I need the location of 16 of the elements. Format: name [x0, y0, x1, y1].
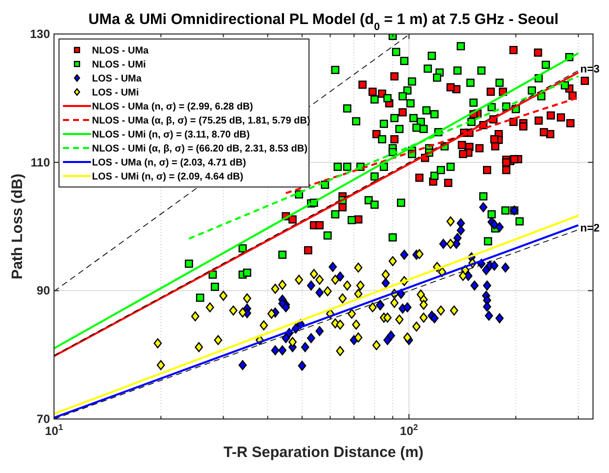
legend-label: NLOS - UMa (n, σ) = (2.99, 6.28 dB) [92, 102, 254, 112]
legend-label: NLOS - UMa [92, 46, 150, 56]
legend-label: LOS - UMi (n, σ) = (2.09, 4.64 dB) [92, 172, 244, 182]
legend-label: LOS - UMa (n, σ) = (2.03, 4.71 dB) [92, 158, 246, 168]
legend-label: NLOS - UMi (α, β, σ) = (66.20 dB, 2.31, 8.53 dB) [92, 144, 308, 154]
x-axis-title: T-R Separation Distance (m) [223, 444, 424, 461]
legend-label: LOS - UMi [92, 88, 140, 98]
y-axis-title: Path Loss (dB) [9, 174, 26, 280]
y-tick-label: 110 [30, 155, 50, 170]
x-tick-label: 10$^{2}$ [400, 422, 418, 438]
y-tick-label: 130 [30, 27, 50, 41]
legend-label: NLOS - UMi (n, σ) = (3.11, 8.70 dB) [92, 130, 250, 140]
y-tick-label: 90 [36, 284, 50, 298]
chart-title: UMa & UMi Omnidirectional PL Model (d$_{0}$ = 1 m) at 7.5 GHz - Seoul [88, 11, 559, 33]
legend-label: NLOS - UMi [92, 60, 146, 70]
legend-label: LOS - UMa [92, 74, 142, 84]
